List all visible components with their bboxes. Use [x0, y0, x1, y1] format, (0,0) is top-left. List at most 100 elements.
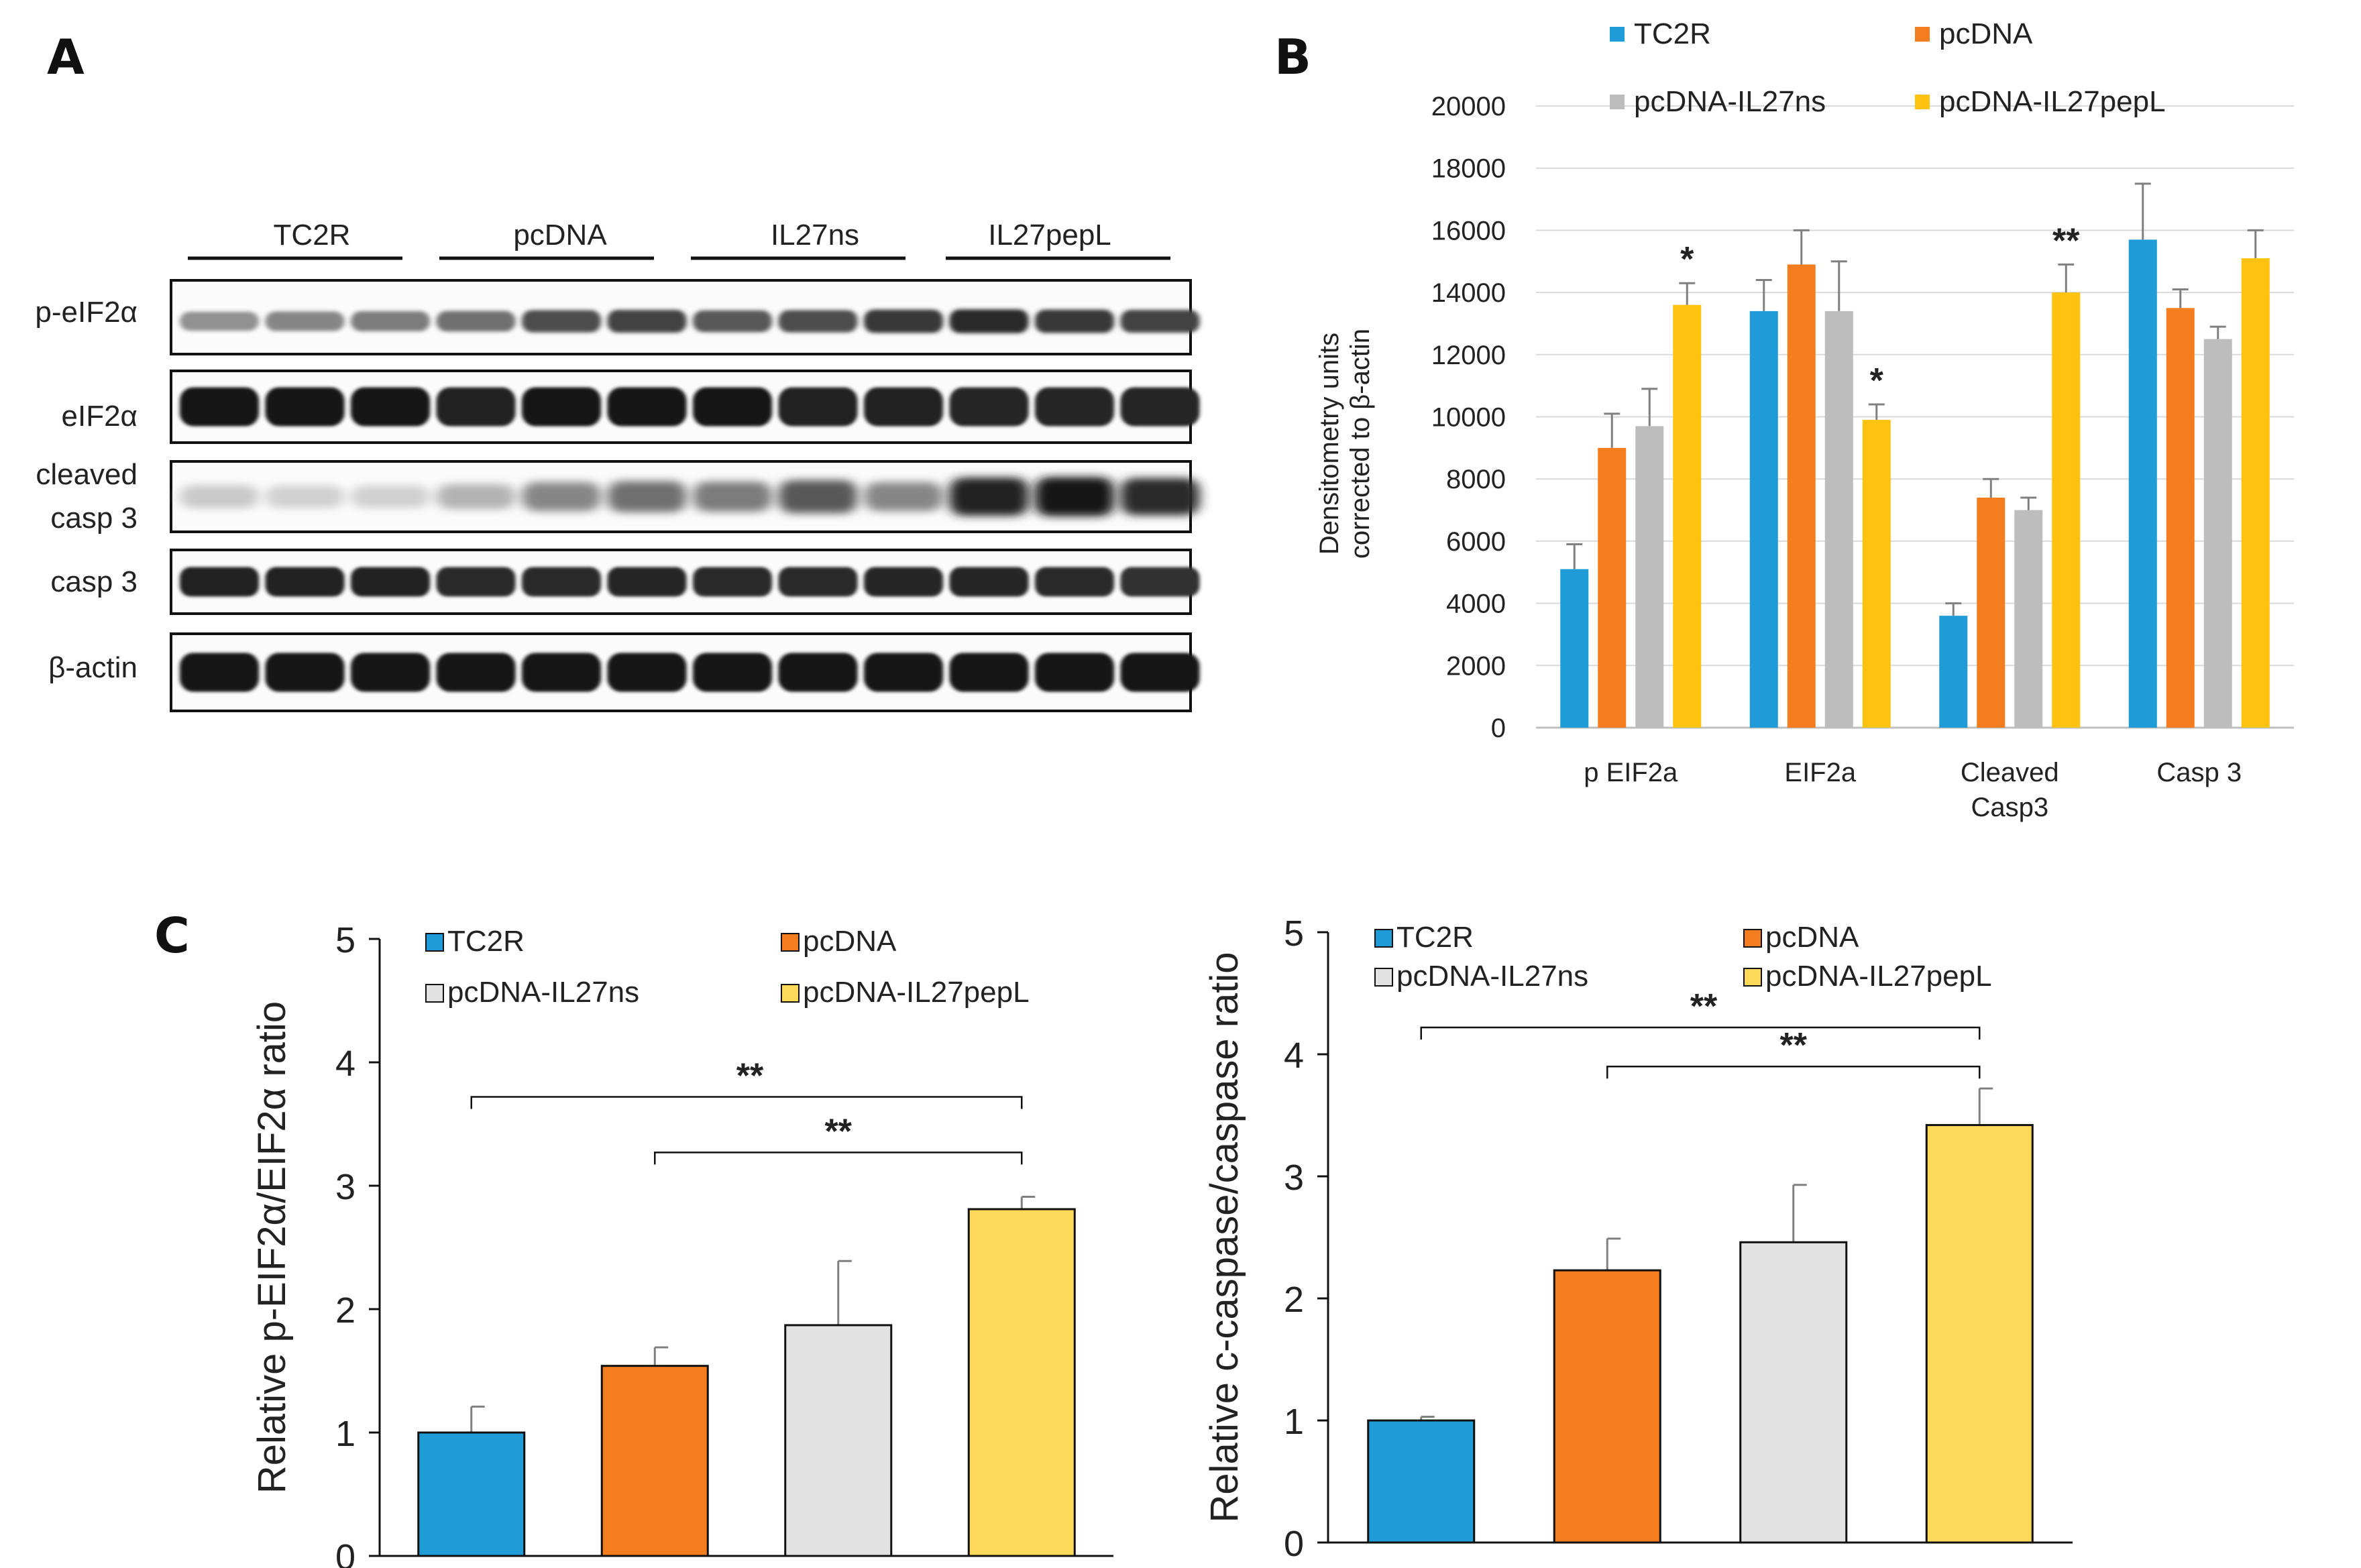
blot-band — [351, 387, 430, 427]
blot-band — [351, 485, 430, 508]
legend-label: TC2R — [1634, 17, 1711, 50]
blot-band — [351, 567, 430, 597]
legend-swatch — [1610, 95, 1625, 109]
y-tick-label: 10000 — [1431, 403, 1506, 433]
legend-label: pcDNA-IL27ns — [1634, 85, 1826, 118]
panel-a-letter: A — [47, 29, 85, 85]
blot-band — [949, 567, 1029, 597]
bar — [2128, 239, 2157, 728]
panel-c-letter: C — [154, 907, 190, 964]
blot-band — [522, 482, 601, 512]
blot-band — [1120, 387, 1200, 427]
bar — [1925, 1124, 2034, 1544]
legend-label: pcDNA-IL27pepL — [1939, 85, 2166, 118]
y-tick-label: 1 — [1284, 1402, 1304, 1442]
bar — [1598, 447, 1627, 728]
blot-label: p-eIF2α — [35, 296, 138, 329]
y-axis-title-line: Densitometry units — [1315, 333, 1344, 555]
lane-group-label: IL27pepL — [988, 219, 1111, 251]
y-tick-label: 4 — [1284, 1035, 1304, 1076]
y-tick-label: 5 — [335, 920, 355, 960]
blot-band — [180, 485, 259, 508]
blot-band — [436, 387, 516, 427]
y-tick-label: 0 — [1491, 714, 1506, 743]
blot-band — [949, 309, 1029, 333]
blot-band — [436, 567, 516, 597]
x-tick-label: Cleaved — [1961, 758, 2059, 787]
blot-band — [949, 387, 1029, 427]
y-tick-label: 2 — [335, 1290, 355, 1331]
y-tick-label: 14000 — [1431, 278, 1506, 308]
bar — [1560, 569, 1589, 728]
legend-label: TC2R — [1396, 921, 1474, 954]
blot-band — [436, 484, 516, 510]
bar — [1673, 304, 1702, 728]
significance-marker: ** — [1690, 987, 1718, 1026]
bar — [1862, 420, 1891, 728]
bar — [417, 1431, 526, 1557]
bar — [967, 1208, 1076, 1557]
x-tick-label: Casp 3 — [2156, 758, 2242, 787]
significance-bracket — [1606, 1065, 1981, 1079]
blot-band — [180, 311, 259, 331]
legend-swatch — [781, 984, 800, 1003]
blot-band — [522, 310, 601, 333]
blot-band — [864, 309, 943, 333]
blot-band — [265, 567, 345, 597]
legend-swatch — [781, 933, 800, 952]
y-tick-label: 8000 — [1446, 465, 1506, 494]
blot-band — [180, 567, 259, 597]
y-axis-title: Relative c-caspase/caspase ratio — [1203, 952, 1246, 1522]
y-tick-label: 12000 — [1431, 341, 1506, 370]
blot-band — [1035, 309, 1114, 333]
blot-band — [778, 567, 858, 597]
y-tick-label: 4000 — [1446, 590, 1506, 619]
blot-band — [607, 481, 687, 512]
blot-band — [693, 482, 772, 512]
blot-band — [1035, 477, 1114, 516]
legend-label: pcDNA — [803, 925, 897, 958]
blot-band — [607, 310, 687, 333]
y-tick-label: 0 — [1284, 1524, 1304, 1564]
y-tick-label: 4 — [335, 1044, 355, 1084]
y-tick-label: 18000 — [1431, 154, 1506, 184]
bar — [1739, 1241, 1848, 1544]
blot-label: eIF2α — [62, 400, 138, 433]
x-tick-label: Casp3 — [1971, 793, 2048, 822]
blot-band — [436, 311, 516, 332]
blot-label: cleaved — [36, 458, 138, 491]
blot-band — [265, 653, 345, 692]
lane-group-label: pcDNA — [513, 219, 607, 251]
legend-swatch — [425, 984, 444, 1003]
legend-swatch — [1610, 27, 1625, 42]
blot-label: β-actin — [48, 651, 138, 684]
legend-label: TC2R — [447, 925, 525, 958]
bar — [600, 1365, 709, 1557]
panel-b-letter: B — [1274, 29, 1311, 85]
bar — [2166, 308, 2195, 728]
blot-band — [522, 387, 601, 427]
blot-band — [693, 567, 772, 597]
y-tick-label: 5 — [1284, 913, 1304, 954]
bar — [784, 1324, 893, 1557]
bar — [2203, 339, 2232, 728]
significance-marker: ** — [825, 1112, 853, 1151]
blot-band — [778, 387, 858, 427]
lane-group-label: IL27ns — [771, 219, 859, 251]
blot-band — [265, 387, 345, 427]
significance-marker: ** — [736, 1057, 764, 1096]
bar — [1367, 1419, 1476, 1544]
blot-band — [522, 653, 601, 692]
legend-label: pcDNA-IL27pepL — [1765, 960, 1992, 993]
blot-band — [778, 310, 858, 333]
legend-swatch — [425, 933, 444, 952]
legend-label: pcDNA — [1939, 17, 2033, 50]
significance-bracket — [1420, 1026, 1981, 1040]
x-tick-label: EIF2a — [1784, 758, 1856, 787]
blot-band — [180, 653, 259, 692]
blot-band — [351, 653, 430, 692]
legend-swatch — [1374, 929, 1393, 948]
blot-band — [1035, 387, 1114, 427]
legend-swatch — [1743, 968, 1762, 987]
blot-band — [436, 653, 516, 692]
